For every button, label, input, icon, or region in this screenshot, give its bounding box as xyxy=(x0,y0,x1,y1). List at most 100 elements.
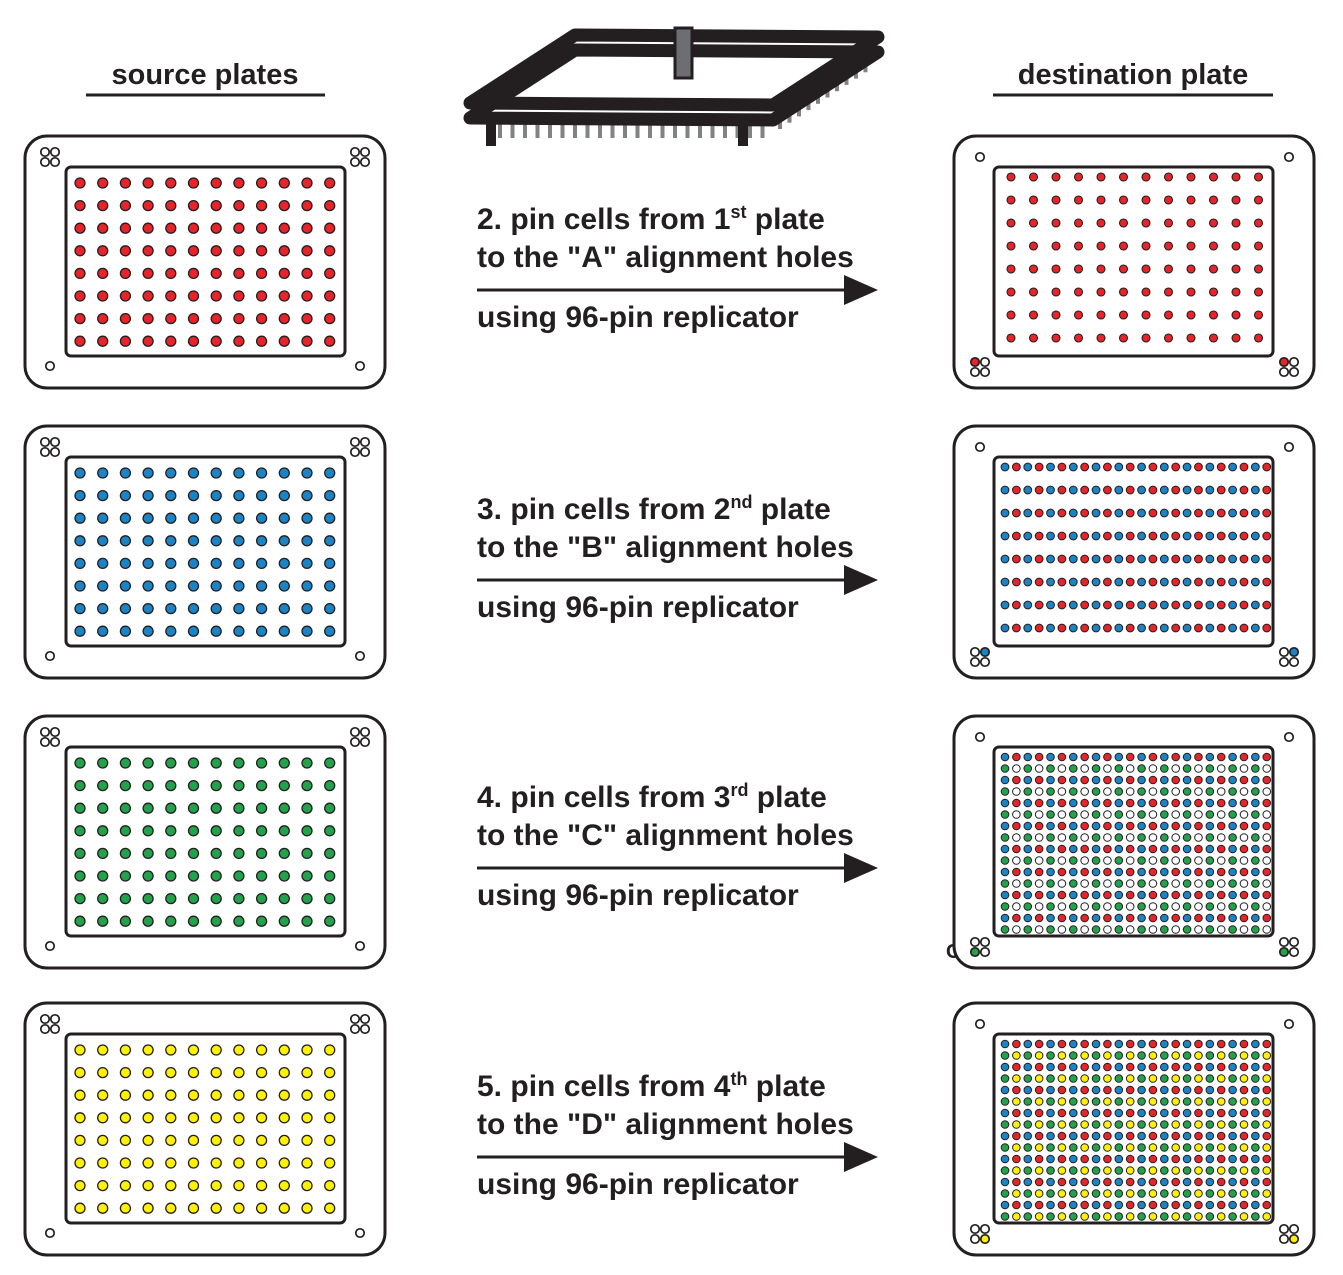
colony-dot xyxy=(1023,798,1033,808)
colony-dot xyxy=(1012,752,1021,762)
colony-dot xyxy=(1080,1051,1089,1060)
colony-dot xyxy=(1186,172,1196,182)
alignment-hole xyxy=(349,1013,361,1025)
colony-dot xyxy=(1068,1120,1078,1129)
colony-dot xyxy=(1262,623,1272,633)
alignment-hole xyxy=(1288,1223,1300,1235)
colony-dot xyxy=(1160,1131,1169,1141)
colony-dot xyxy=(1137,752,1146,762)
colony-dot xyxy=(233,1157,245,1169)
colony-dot xyxy=(1114,577,1124,587)
colony-dot xyxy=(1000,844,1010,854)
colony-dot xyxy=(1171,554,1181,564)
colony-dot xyxy=(119,1134,132,1147)
colony-dot xyxy=(1251,1108,1260,1118)
colony-dot xyxy=(1114,902,1124,911)
colony-dot xyxy=(1137,1131,1146,1141)
colony-dot xyxy=(1046,1154,1055,1164)
colony-dot xyxy=(1114,890,1124,900)
colony-dot xyxy=(1057,913,1067,923)
colony-dot xyxy=(278,312,290,325)
alignment-hole xyxy=(39,726,51,738)
colony-dot xyxy=(1137,1200,1146,1210)
colony-dot xyxy=(1148,1108,1158,1118)
colony-dot xyxy=(1068,1051,1078,1060)
colony-dot xyxy=(255,535,268,547)
colony-dot xyxy=(1011,531,1021,541)
colony-dot xyxy=(165,1089,177,1101)
colony-dot xyxy=(1239,867,1249,877)
colony-dot xyxy=(1118,264,1129,274)
colony-dot xyxy=(1171,787,1180,796)
colony-dot xyxy=(1182,867,1192,877)
colony-dot xyxy=(1228,902,1237,911)
colony-dot xyxy=(97,1179,109,1192)
colony-dot xyxy=(1034,485,1044,495)
colony-dot xyxy=(1125,810,1135,819)
source-plate-well-area xyxy=(64,165,347,358)
colony-dot xyxy=(1239,1074,1249,1083)
colony-dot xyxy=(1228,752,1237,762)
colony-dot xyxy=(1239,531,1249,541)
colony-dot xyxy=(1182,577,1192,587)
colony-dot xyxy=(1239,764,1249,773)
colony-dot xyxy=(1208,310,1219,320)
colony-dot xyxy=(1096,333,1106,343)
colony-dot xyxy=(1253,218,1264,228)
colony-dot xyxy=(1205,1039,1215,1049)
alignment-hole xyxy=(39,146,51,158)
colony-dot xyxy=(1148,531,1158,541)
colony-dot xyxy=(1034,775,1044,785)
colony-dot xyxy=(1114,462,1124,472)
colony-dot xyxy=(1205,833,1215,842)
colony-dot xyxy=(1137,1154,1146,1164)
colony-dot xyxy=(1057,787,1067,796)
colony-dot xyxy=(1057,1131,1067,1141)
colony-dot xyxy=(278,1066,290,1079)
colony-dot xyxy=(142,915,154,927)
colony-dot xyxy=(1080,1166,1089,1175)
alignment-hole xyxy=(1283,1018,1295,1030)
colony-dot xyxy=(301,512,313,524)
colony-dot xyxy=(1171,867,1180,877)
colony-dot xyxy=(1253,195,1264,205)
colony-dot xyxy=(187,467,200,479)
colony-dot xyxy=(1148,764,1158,773)
colony-dot xyxy=(1194,1154,1203,1164)
colony-dot xyxy=(278,199,290,212)
colony-dot xyxy=(165,245,177,257)
colony-dot xyxy=(1216,1085,1226,1095)
colony-dot xyxy=(1103,600,1112,610)
colony-dot xyxy=(1137,1108,1146,1118)
alignment-hole xyxy=(39,156,51,168)
colony-dot xyxy=(255,1066,268,1079)
colony-dot xyxy=(1194,1200,1203,1210)
colony-dot xyxy=(1182,775,1192,785)
colony-dot xyxy=(1051,172,1061,182)
colony-dot xyxy=(1208,195,1219,205)
colony-dot xyxy=(1012,1212,1021,1221)
colony-dot xyxy=(1194,623,1203,633)
colony-dot xyxy=(74,915,86,927)
colony-dot xyxy=(142,802,154,814)
colony-dot xyxy=(1103,508,1112,518)
colony-dot xyxy=(1080,879,1089,888)
alignment-hole xyxy=(1288,946,1300,958)
arrow-head-icon xyxy=(844,275,878,305)
colony-dot xyxy=(165,580,177,592)
colony-dot xyxy=(1186,333,1196,343)
source-plate xyxy=(23,1001,387,1257)
colony-dot xyxy=(165,222,177,234)
colony-dot xyxy=(1046,1051,1055,1060)
colony-dot xyxy=(210,1089,222,1101)
colony-dot xyxy=(1186,310,1196,320)
colony-dot xyxy=(1182,764,1192,773)
colony-dot xyxy=(1068,1154,1078,1164)
colony-dot xyxy=(1034,890,1044,900)
colony-dot xyxy=(255,625,268,637)
colony-dot xyxy=(1216,1143,1226,1152)
step-ordinal: st xyxy=(730,202,746,222)
colony-dot xyxy=(1262,775,1272,785)
colony-dot xyxy=(301,312,313,325)
colony-dot xyxy=(1023,890,1033,900)
